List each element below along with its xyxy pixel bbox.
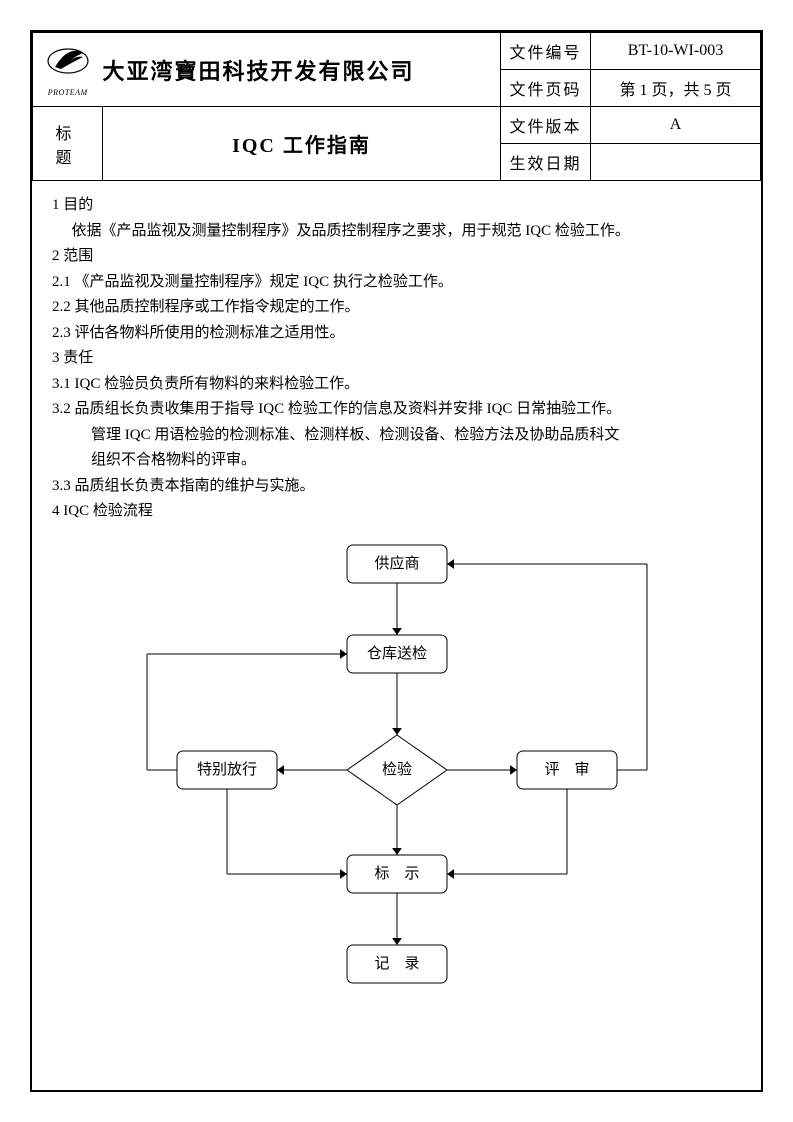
content-body: 1 目的 依据《产品监视及测量控制程序》及品质控制程序之要求，用于规范 IQC … [32,181,761,1034]
svg-text:评 审: 评 审 [544,761,589,778]
svg-text:记 录: 记 录 [374,955,419,972]
company-logo-icon [43,43,93,83]
page-frame: PROTEAM 大亚湾寶田科技开发有限公司 文件编号 BT-10-WI-003 … [30,30,763,1092]
section-3-2b: 管理 IQC 用语检验的检测标准、检测样板、检测设备、检验方法及协助品质科文 [52,423,741,449]
section-2-2: 2.2 其他品质控制程序或工作指令规定的工作。 [52,295,741,321]
doc-title: IQC 工作指南 [103,107,501,181]
section-2: 2 范围 [52,244,741,270]
section-3-1: 3.1 IQC 检验员负责所有物料的来料检验工作。 [52,372,741,398]
section-2-1: 2.1 《产品监视及测量控制程序》规定 IQC 执行之检验工作。 [52,270,741,296]
section-1: 1 目的 [52,193,741,219]
date-label: 生效日期 [501,144,591,181]
svg-text:供应商: 供应商 [374,554,419,572]
svg-text:仓库送检: 仓库送检 [366,645,426,662]
title-label: 标 题 [33,107,103,181]
company-name: 大亚湾寶田科技开发有限公司 [103,33,501,107]
header-table: PROTEAM 大亚湾寶田科技开发有限公司 文件编号 BT-10-WI-003 … [32,32,761,181]
iqc-flowchart: 供应商仓库送检检验 特别放行 评 审标 示记 录 [97,535,697,1005]
logo-text: PROTEAM [41,88,95,97]
date-value [591,144,761,181]
svg-text:标 示: 标 示 [374,865,419,882]
doc-no-value: BT-10-WI-003 [591,33,761,70]
logo-cell: PROTEAM [33,33,103,107]
flowchart-container: 供应商仓库送检检验 特别放行 评 审标 示记 录 [52,535,741,1015]
page-label: 文件页码 [501,70,591,107]
section-3-2a: 3.2 品质组长负责收集用于指导 IQC 检验工作的信息及资料并安排 IQC 日… [52,397,741,423]
doc-no-label: 文件编号 [501,33,591,70]
section-4: 4 IQC 检验流程 [52,499,741,525]
version-label: 文件版本 [501,107,591,144]
section-2-3: 2.3 评估各物料所使用的检测标准之适用性。 [52,321,741,347]
svg-text:特别放行: 特别放行 [196,761,256,778]
section-3-2c: 组织不合格物料的评审。 [52,448,741,474]
version-value: A [591,107,761,144]
page-value: 第 1 页，共 5 页 [591,70,761,107]
section-1-text: 依据《产品监视及测量控制程序》及品质控制程序之要求，用于规范 IQC 检验工作。 [52,219,741,245]
svg-text:检验: 检验 [381,761,411,778]
section-3: 3 责任 [52,346,741,372]
section-3-3: 3.3 品质组长负责本指南的维护与实施。 [52,474,741,500]
